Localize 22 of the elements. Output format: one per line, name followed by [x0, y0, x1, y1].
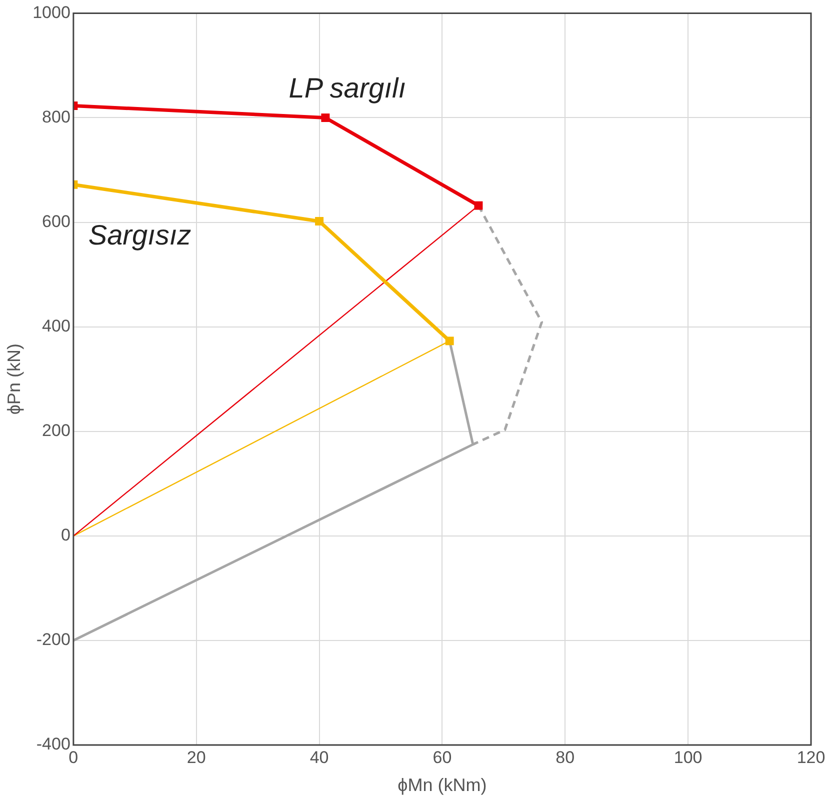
- x-tick-label: 120: [796, 748, 826, 767]
- point: [445, 336, 454, 346]
- point: [321, 114, 330, 122]
- x-tick-label: 100: [674, 748, 702, 767]
- series-label: Sargısız: [88, 220, 192, 251]
- y-tick-label: 400: [42, 316, 70, 336]
- y-tick-label: 600: [42, 212, 70, 231]
- y-tick-label: -400: [36, 734, 70, 754]
- y-axis-title: ϕPn (kN): [4, 344, 24, 415]
- x-tick-label: 20: [186, 748, 206, 767]
- y-tick-label: 200: [42, 421, 70, 440]
- point: [474, 201, 483, 210]
- x-tick-label: 80: [556, 748, 575, 767]
- y-tick-label: 0: [60, 526, 70, 545]
- y-tick-label: 1000: [32, 2, 70, 22]
- y-tick-label: 800: [42, 107, 70, 126]
- x-tick-label: 60: [432, 748, 452, 767]
- y-tick-label: -200: [36, 630, 70, 650]
- series-label: LP sargılı: [288, 72, 406, 104]
- x-tick-label: 40: [310, 748, 329, 767]
- point: [315, 217, 324, 226]
- x-axis-title: ϕMn (kNm): [398, 775, 487, 796]
